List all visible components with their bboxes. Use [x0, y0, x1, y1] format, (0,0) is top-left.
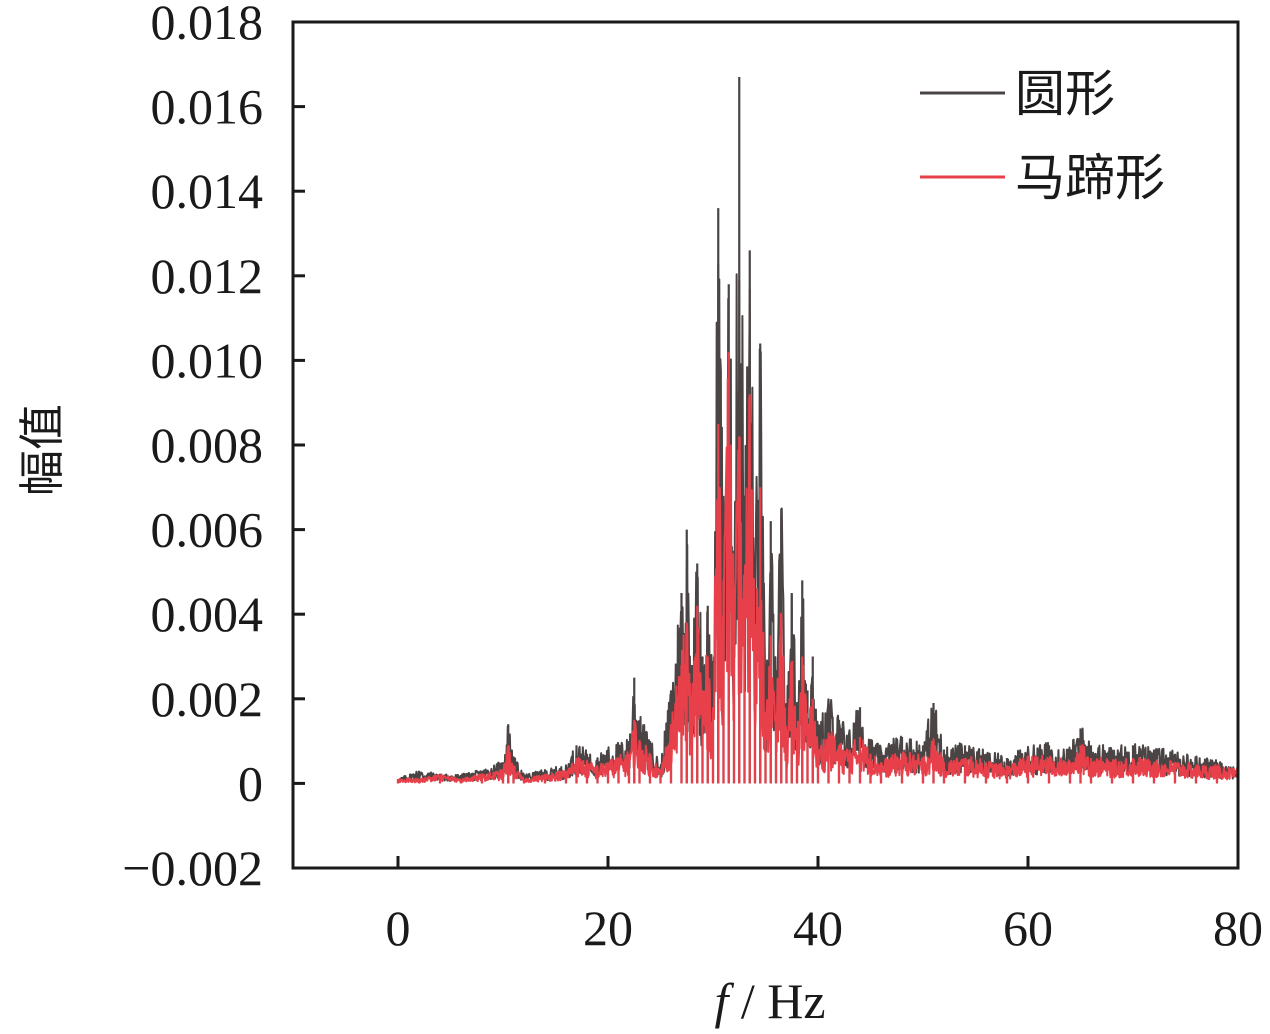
x-tick-label: 0 — [386, 900, 411, 956]
y-tick-label: 0.012 — [151, 248, 264, 304]
y-tick-label: 0.014 — [151, 163, 264, 219]
x-tick-label: 60 — [1003, 900, 1053, 956]
legend-label-horseshoe: 马蹄形 — [1015, 149, 1165, 207]
y-axis-ticks: −0.002 0 0.002 0.004 0.006 0.008 0.010 0.012 0.0… — [122, 0, 305, 896]
y-tick-label: 0.008 — [151, 417, 264, 473]
x-tick-label: 40 — [793, 900, 843, 956]
y-tick-label: 0.004 — [151, 586, 264, 642]
y-axis-title: 幅值 — [15, 404, 69, 496]
x-tick-label: 20 — [583, 900, 633, 956]
y-tick-label: 0.002 — [151, 671, 264, 727]
x-axis-title-unit: / Hz — [728, 973, 825, 1029]
x-axis-ticks: 0 20 40 60 80 — [386, 856, 1263, 956]
y-tick-label: 0 — [238, 755, 263, 811]
y-tick-label: 0.010 — [151, 332, 264, 388]
x-tick-label: 80 — [1213, 900, 1263, 956]
y-tick-label: 0.016 — [151, 79, 264, 135]
legend-label-circle: 圆形 — [1015, 65, 1115, 123]
x-axis-title: f / Hz — [714, 973, 825, 1029]
series-layer — [396, 76, 1240, 784]
legend: 圆形 马蹄形 — [920, 65, 1165, 207]
y-tick-label: 0.018 — [151, 0, 264, 50]
y-tick-label: 0.006 — [151, 502, 264, 558]
series-line-circle — [397, 263, 1239, 783]
y-tick-label: −0.002 — [122, 840, 263, 896]
